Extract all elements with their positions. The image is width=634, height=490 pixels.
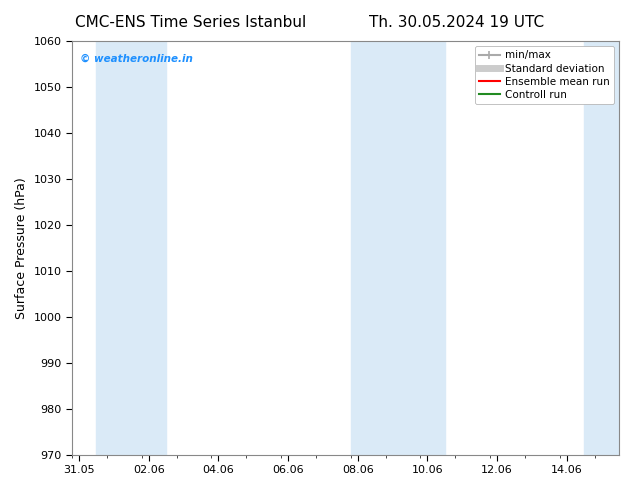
Bar [96, 41, 166, 455]
Bar [584, 41, 619, 455]
Y-axis label: Surface Pressure (hPa): Surface Pressure (hPa) [15, 177, 28, 318]
Text: Th. 30.05.2024 19 UTC: Th. 30.05.2024 19 UTC [369, 15, 544, 30]
Legend: min/max, Standard deviation, Ensemble mean run, Controll run: min/max, Standard deviation, Ensemble me… [475, 46, 614, 104]
Bar [385, 41, 445, 455]
Text: © weatheronline.in: © weatheronline.in [81, 53, 193, 64]
Text: CMC-ENS Time Series Istanbul: CMC-ENS Time Series Istanbul [75, 15, 306, 30]
Bar [351, 41, 385, 455]
